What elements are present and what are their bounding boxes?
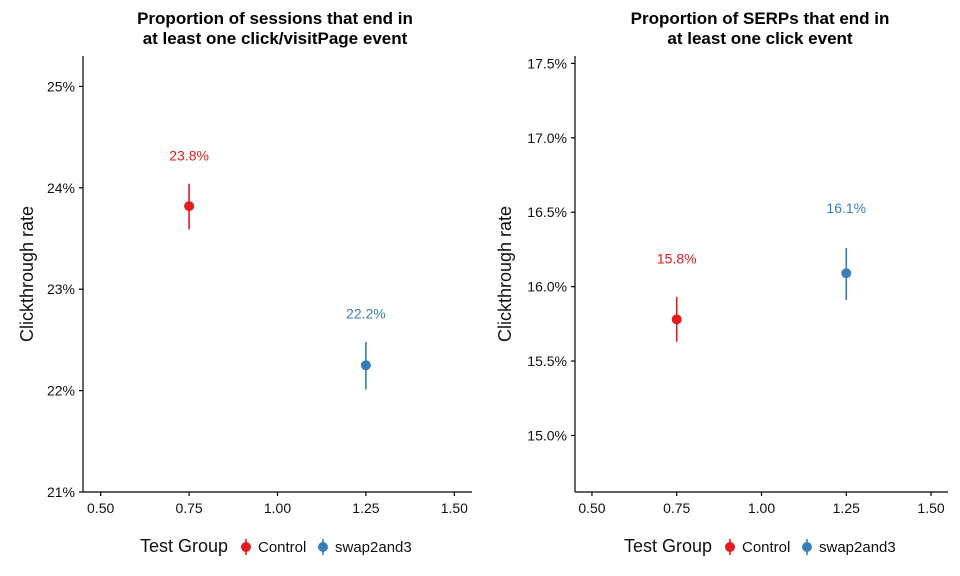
data-label-swap2and3: 16.1% xyxy=(826,200,866,216)
y-tick-label: 17.5% xyxy=(527,55,567,71)
x-tick-label: 0.50 xyxy=(87,500,114,516)
x-tick-label: 1.25 xyxy=(833,500,860,516)
legend-key-point-control xyxy=(241,542,251,552)
legend: Test Group Control swap2and3 xyxy=(624,536,896,556)
legend-key-point-swap2and3 xyxy=(318,542,328,552)
chart-title-line: Proportion of SERPs that end in xyxy=(631,9,890,28)
y-tick-label: 15.5% xyxy=(527,353,567,369)
y-axis-title: Clickthrough rate xyxy=(495,206,515,342)
y-tick-label: 15.0% xyxy=(527,427,567,443)
legend-label-swap2and3: swap2and3 xyxy=(819,539,896,556)
y-tick-label: 16.0% xyxy=(527,279,567,295)
data-label-control: 23.8% xyxy=(169,147,209,163)
legend-title: Test Group xyxy=(624,536,712,556)
legend-label-control: Control xyxy=(258,539,306,556)
x-tick-label: 0.75 xyxy=(663,500,690,516)
x-tick-label: 1.00 xyxy=(748,500,775,516)
chart-title-line: Proportion of sessions that end in xyxy=(137,9,413,28)
y-tick-label: 22% xyxy=(47,383,75,399)
data-point-control xyxy=(184,201,195,212)
x-tick-label: 1.50 xyxy=(441,500,468,516)
x-tick-label: 0.50 xyxy=(578,500,605,516)
legend-title: Test Group xyxy=(140,536,228,556)
x-tick-label: 1.50 xyxy=(917,500,944,516)
x-tick-label: 1.00 xyxy=(264,500,291,516)
data-label-swap2and3: 22.2% xyxy=(346,306,386,322)
y-tick-label: 17.0% xyxy=(527,130,567,146)
y-tick-label: 16.5% xyxy=(527,204,567,220)
legend-label-swap2and3: swap2and3 xyxy=(335,539,412,556)
x-tick-label: 0.75 xyxy=(175,500,202,516)
chart-title-line: at least one click/visitPage event xyxy=(143,29,408,48)
data-point-control xyxy=(671,314,682,325)
y-tick-label: 25% xyxy=(47,78,75,94)
data-point-swap2and3 xyxy=(841,268,852,279)
chart-title-line: at least one click event xyxy=(667,29,853,48)
y-tick-label: 24% xyxy=(47,180,75,196)
y-tick-label: 23% xyxy=(47,281,75,297)
legend-key-point-swap2and3 xyxy=(802,542,812,552)
data-point-swap2and3 xyxy=(360,360,371,371)
y-axis-title: Clickthrough rate xyxy=(17,206,37,342)
legend-label-control: Control xyxy=(742,539,790,556)
legend: Test Group Control swap2and3 xyxy=(140,536,412,556)
data-label-control: 15.8% xyxy=(657,250,697,266)
legend-key-point-control xyxy=(725,542,735,552)
y-tick-label: 21% xyxy=(47,484,75,500)
x-tick-label: 1.25 xyxy=(352,500,379,516)
